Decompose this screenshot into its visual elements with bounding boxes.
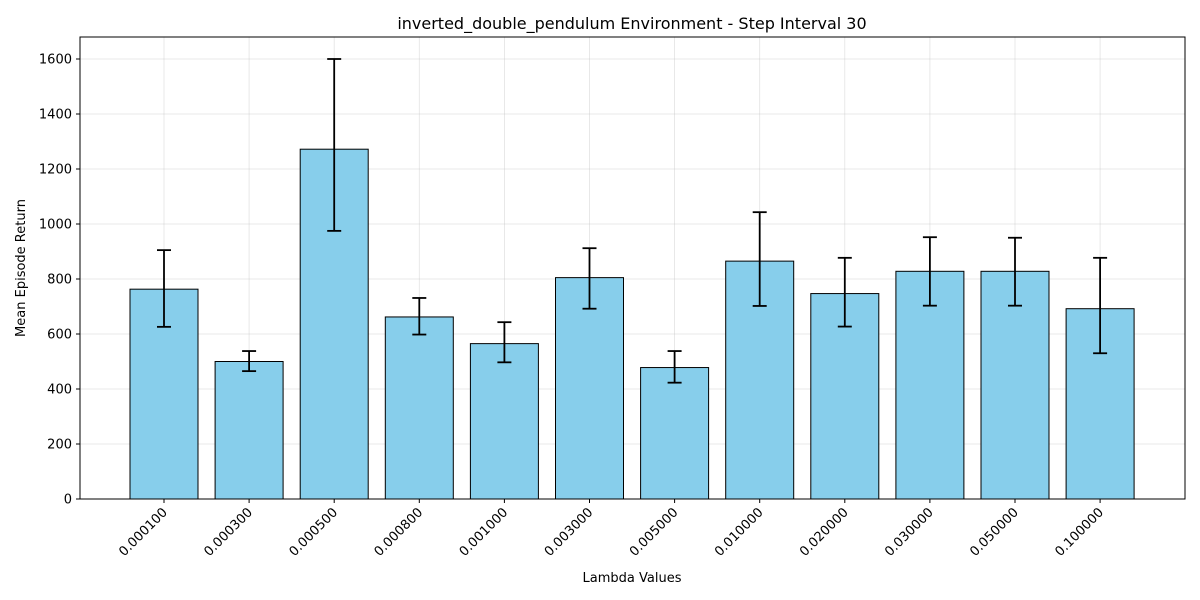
bar-0.003000 bbox=[555, 277, 624, 500]
bar-0.030000 bbox=[895, 270, 965, 500]
y-tick-label: 200 bbox=[47, 438, 72, 453]
bar-0.000300 bbox=[214, 361, 284, 500]
bar-0.005000 bbox=[640, 367, 710, 500]
x-tick-label: 0.020000 bbox=[797, 505, 851, 559]
bar-0.001000 bbox=[469, 343, 539, 500]
x-tick-label: 0.030000 bbox=[882, 505, 936, 559]
x-tick-label: 0.000100 bbox=[116, 505, 170, 559]
plot-frame bbox=[79, 36, 1186, 500]
x-tick-label: 0.000300 bbox=[201, 505, 255, 559]
y-tick-label: 400 bbox=[47, 383, 72, 398]
bar-0.000100 bbox=[129, 288, 199, 500]
x-tick-label: 0.050000 bbox=[967, 505, 1021, 559]
y-tick-label: 1400 bbox=[39, 108, 72, 123]
y-tick-label: 1000 bbox=[39, 218, 72, 233]
y-tick-label: 0 bbox=[64, 493, 72, 508]
x-tick-label: 0.000500 bbox=[287, 505, 341, 559]
x-tick-label: 0.003000 bbox=[542, 505, 596, 559]
x-tick-label: 0.010000 bbox=[712, 505, 766, 559]
y-tick-label: 800 bbox=[47, 273, 72, 288]
bar-0.000800 bbox=[384, 316, 454, 500]
error-bar-layer bbox=[157, 58, 1108, 384]
bar-layer bbox=[129, 148, 1135, 500]
x-tick-label: 0.000800 bbox=[372, 505, 426, 559]
y-tick-label: 1200 bbox=[39, 163, 72, 178]
chart-title: inverted_double_pendulum Environment - S… bbox=[397, 14, 866, 34]
x-axis-label: Lambda Values bbox=[583, 571, 682, 586]
x-tick-label: 0.100000 bbox=[1052, 505, 1106, 559]
y-axis-label: Mean Episode Return bbox=[14, 199, 29, 337]
y-tick-label: 1600 bbox=[39, 53, 72, 68]
x-tick-label: 0.005000 bbox=[627, 505, 681, 559]
y-tick-label: 600 bbox=[47, 328, 72, 343]
x-tick-label: 0.001000 bbox=[457, 505, 511, 559]
